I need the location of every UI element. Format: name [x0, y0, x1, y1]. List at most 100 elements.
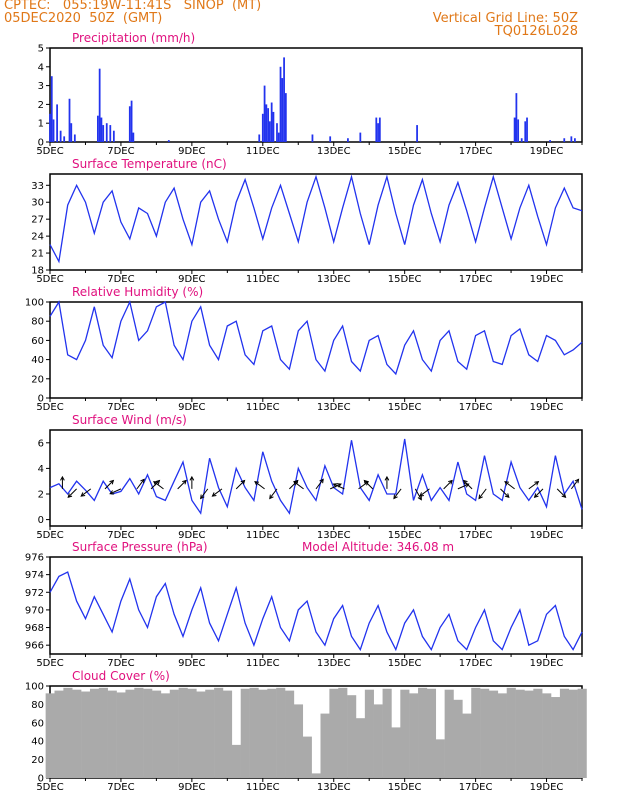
cloud-bar — [373, 704, 383, 778]
y-tick-label: 100 — [25, 682, 44, 693]
wind-arrow-head — [393, 494, 398, 500]
y-tick-label: 3 — [38, 81, 44, 92]
precip-bar — [49, 113, 51, 142]
wind-arrow — [528, 481, 539, 490]
x-tick-label: 7DEC — [107, 402, 134, 413]
wind-arrow — [293, 481, 304, 490]
series-line — [49, 300, 583, 376]
x-tick-label: 17DEC — [459, 274, 493, 285]
wind-arrow — [443, 480, 453, 490]
wind-arrow-head — [293, 479, 299, 485]
wind-arrow-head — [254, 481, 260, 486]
wind-arrow-head — [504, 493, 510, 499]
precip-bar — [359, 132, 362, 142]
y-tick-label: 4 — [38, 62, 44, 73]
wind-arrow-head — [109, 479, 115, 485]
y-tick-label: 966 — [25, 641, 44, 652]
x-tick-label: 13DEC — [317, 274, 351, 285]
wind-arrow-head — [67, 493, 73, 499]
cloud-bar — [355, 718, 366, 778]
wind-arrow — [414, 488, 422, 500]
x-tick-label: 5DEC — [36, 658, 63, 669]
wind-arrow-head — [200, 494, 205, 500]
cloud-bar — [364, 689, 374, 778]
x-tick-label: 19DEC — [530, 530, 564, 541]
cloud-bar — [311, 773, 321, 778]
panel-title: Precipitation (mm/h) — [72, 31, 195, 45]
header-run-id: TQ0126L028 — [494, 24, 578, 39]
y-tick-label: 968 — [25, 623, 44, 634]
panel-title: Surface Pressure (hPa) — [72, 540, 208, 554]
cloud-bar — [409, 693, 419, 778]
precip-bar — [167, 140, 170, 142]
precip-bar — [52, 119, 55, 142]
y-tick-label: 2 — [38, 490, 44, 501]
wind-arrow-head — [269, 494, 274, 500]
y-tick-label: 40 — [31, 737, 44, 748]
x-tick-label: 19DEC — [530, 274, 564, 285]
precip-bar — [261, 113, 264, 142]
cloud-bar — [577, 688, 587, 778]
panel-frame — [49, 556, 583, 655]
cloud-bar — [116, 692, 126, 778]
wind-arrow — [500, 488, 510, 498]
precip-bar — [526, 117, 528, 142]
x-tick-label: 17DEC — [459, 782, 493, 793]
wind-arrow-head — [478, 494, 483, 500]
y-tick-label: 40 — [31, 355, 44, 366]
cloud-bar — [453, 699, 463, 778]
y-tick-label: 2 — [38, 100, 44, 111]
x-tick-label: 15DEC — [388, 402, 422, 413]
wind-arrow — [534, 488, 544, 498]
x-tick-label: 5DEC — [36, 782, 63, 793]
x-tick-label: 9DEC — [178, 274, 205, 285]
precip-bar — [68, 98, 71, 142]
wind-arrow-head — [462, 479, 468, 485]
precip-bar — [56, 104, 58, 142]
wind-arrow — [478, 488, 487, 499]
cloud-bar — [125, 689, 135, 778]
cloud-bar — [462, 713, 472, 778]
wind-arrow-head — [140, 478, 145, 484]
x-tick-label: 9DEC — [178, 658, 205, 669]
precip-bar — [270, 102, 273, 142]
y-tick-label: 60 — [31, 718, 44, 729]
x-tick-label: 5DEC — [36, 402, 63, 413]
panel-title: Surface Temperature (nC) — [72, 157, 227, 171]
precip-bar — [570, 136, 573, 142]
x-tick-label: 13DEC — [317, 146, 351, 157]
precip-bar — [524, 121, 527, 142]
series-line — [49, 571, 583, 652]
precip-bar — [263, 85, 266, 142]
precip-bar — [276, 123, 278, 142]
precip-bar — [515, 93, 518, 142]
wind-arrow — [200, 488, 209, 499]
precip-bar — [277, 132, 280, 142]
cloud-bar — [285, 690, 295, 778]
precip-bar — [517, 119, 520, 142]
wind-arrow — [254, 481, 265, 490]
x-tick-label: 7DEC — [107, 274, 134, 285]
y-tick-label: 972 — [25, 588, 44, 599]
x-tick-label: 7DEC — [107, 782, 134, 793]
cloud-bar — [54, 690, 64, 778]
cloud-bar — [231, 744, 241, 778]
y-tick-label: 80 — [31, 700, 44, 711]
cloud-bar — [320, 713, 330, 778]
wind-arrow — [80, 488, 92, 497]
y-tick-label: 80 — [31, 317, 44, 328]
wind-arrow — [177, 480, 187, 490]
precip-bar — [513, 117, 516, 142]
precip-bar — [549, 140, 551, 142]
precip-bar — [520, 138, 523, 142]
cloud-bar — [249, 687, 259, 778]
cloud-bar — [524, 690, 534, 778]
wind-arrow-head — [319, 478, 324, 484]
cloud-bar — [178, 687, 188, 778]
y-tick-label: 20 — [31, 374, 44, 385]
cloud-bar — [89, 688, 100, 778]
cloud-bar — [400, 689, 410, 778]
wind-arrow-head — [189, 475, 195, 481]
wind-arrow-head — [293, 481, 299, 486]
